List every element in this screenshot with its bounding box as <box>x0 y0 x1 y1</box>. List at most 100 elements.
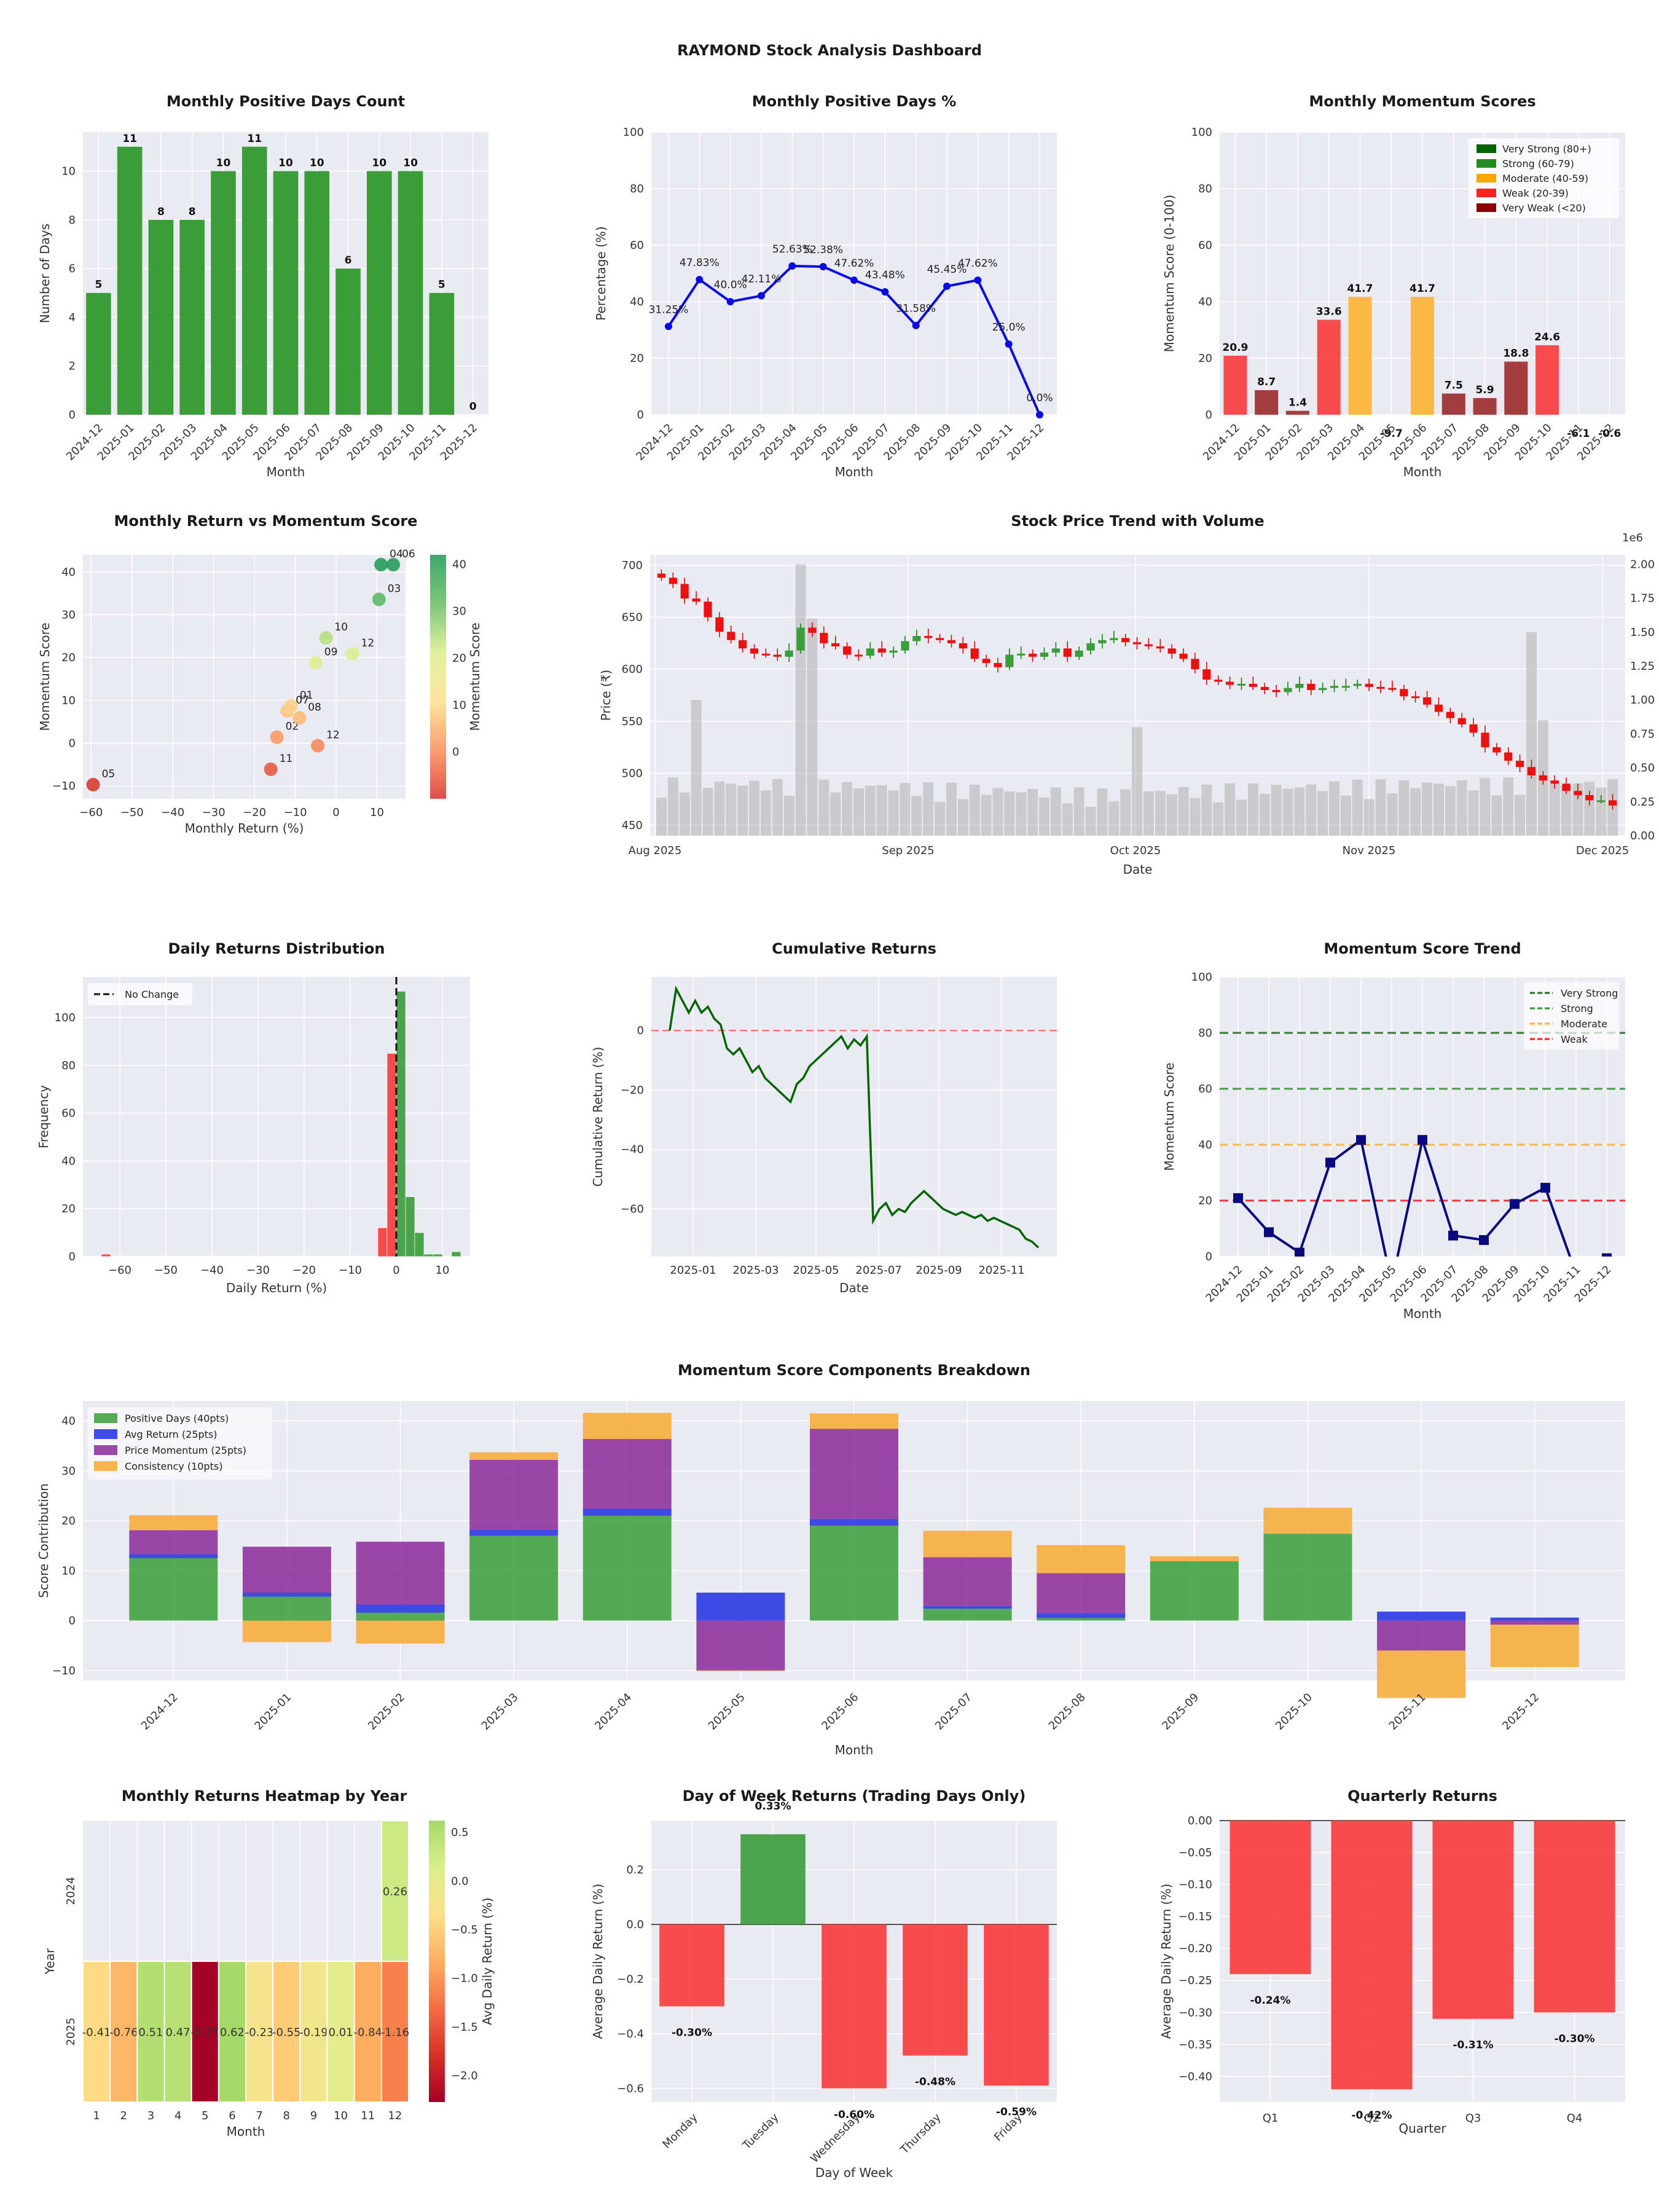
price-candle <box>1075 650 1083 657</box>
price-candle <box>1167 648 1176 654</box>
price-candle <box>1121 638 1130 643</box>
comp-bar-segment <box>469 1529 559 1536</box>
price-candle <box>935 638 944 640</box>
price-candle <box>1110 638 1118 640</box>
scatter-point <box>270 730 284 744</box>
price-volume-bar <box>865 785 876 836</box>
pos-count-bar <box>335 269 361 415</box>
heatmap-colorbar-tick: 0.0 <box>451 1875 469 1888</box>
comp-bar-segment <box>1037 1573 1126 1614</box>
mom-legend-swatch <box>1477 189 1496 197</box>
price-volume-tick: 0.50 <box>1630 762 1655 775</box>
hist-xtick: −60 <box>108 1264 131 1277</box>
price-ytick: 450 <box>622 819 643 832</box>
price-candle <box>912 636 921 641</box>
heatmap-cell <box>380 1961 409 2103</box>
pos-pct-ytick: 80 <box>630 182 644 195</box>
price-candle <box>1295 683 1304 688</box>
scatter-ytick: 40 <box>61 566 76 579</box>
scatter-point-label: 10 <box>334 621 348 633</box>
comp-bar-segment <box>129 1558 218 1621</box>
scatter-title: Monthly Return vs Momentum Score <box>114 512 418 530</box>
dashboard-title: RAYMOND Stock Analysis Dashboard <box>677 42 982 59</box>
price-volume-bar <box>737 785 748 836</box>
scatter-point <box>319 631 333 645</box>
price-candle <box>1469 724 1478 733</box>
price-volume-bar <box>795 564 806 836</box>
trend-ytick: 40 <box>1198 1139 1212 1151</box>
comp-ytick: 10 <box>61 1564 76 1577</box>
price-volume-bar <box>1572 783 1583 836</box>
price-volume-bar <box>1596 787 1607 836</box>
dow-ytick: −0.6 <box>617 2082 644 2095</box>
scatter-colorbar-label: Momentum Score <box>468 622 482 731</box>
pos-count-bar-label: 5 <box>438 279 445 291</box>
heatmap-xtick: 6 <box>229 2109 235 2122</box>
qtr-bar-label: -0.42% <box>1351 2109 1392 2122</box>
trend-title: Momentum Score Trend <box>1324 940 1521 957</box>
comp-bar-segment <box>242 1620 331 1642</box>
pos-pct-point <box>758 292 765 300</box>
heatmap-colorbar-label: Avg Daily Return (%) <box>480 1897 495 2025</box>
cum-xtick: 2025-07 <box>855 1264 901 1277</box>
price-volume-bar <box>1306 784 1317 836</box>
comp-bar-segment <box>810 1429 898 1519</box>
comp-ylabel: Score Contribution <box>36 1483 51 1598</box>
scatter-point-label: 08 <box>308 701 321 713</box>
mom-legend-swatch <box>1477 203 1496 212</box>
price-volume-bar <box>1329 781 1340 836</box>
price-candle <box>750 648 759 654</box>
price-candle <box>692 598 700 602</box>
price-volume-bar <box>1155 791 1166 836</box>
comp-bar-segment <box>356 1604 445 1613</box>
pos-pct-point-label: 40.0% <box>714 279 747 291</box>
pos-count-bar <box>304 171 330 415</box>
comp-bar-segment <box>810 1526 898 1621</box>
price-xtick: Oct 2025 <box>1110 844 1161 857</box>
price-ytick: 650 <box>622 611 643 624</box>
comp-legend-swatch <box>94 1445 117 1455</box>
price-candle <box>1562 783 1571 791</box>
mom-bar <box>1410 297 1435 415</box>
price-volume-bar <box>1503 777 1514 836</box>
comp-bar-segment <box>810 1413 898 1429</box>
price-candle <box>727 632 735 640</box>
mom-legend-label: Moderate (40-59) <box>1502 173 1588 184</box>
price-volume-tick: 1.75 <box>1630 592 1655 605</box>
price-volume-bar <box>1363 799 1375 836</box>
price-candle <box>1225 681 1234 685</box>
comp-bar-segment <box>469 1452 559 1460</box>
heatmap-cell <box>163 1961 192 2103</box>
price-candle <box>1481 732 1489 748</box>
heatmap-cell-label: 0.47 <box>166 2026 190 2039</box>
mom-ytick: 100 <box>1191 126 1212 139</box>
scatter-xtick: −40 <box>161 806 184 819</box>
pos-count-ylabel: Number of Days <box>37 224 52 323</box>
comp-bar-segment <box>923 1606 1012 1609</box>
price-volume-bar <box>1016 792 1027 836</box>
scatter-point <box>372 592 386 606</box>
price-candle <box>1434 704 1443 712</box>
price-candle <box>1284 688 1292 692</box>
mom-bar <box>1348 297 1372 415</box>
price-candle <box>1585 794 1594 801</box>
dow-ytick: −0.2 <box>617 1973 644 1986</box>
scatter-colorbar-tick: 10 <box>452 699 466 712</box>
price-candle <box>1156 646 1164 649</box>
price-candle <box>1365 683 1373 687</box>
qtr-xtick: Q3 <box>1465 2112 1481 2125</box>
heatmap-xtick: 3 <box>147 2109 154 2122</box>
price-volume-bar <box>772 779 783 836</box>
price-candle <box>1307 683 1316 691</box>
hist-ytick: 0 <box>69 1250 76 1263</box>
mom-bar <box>1255 390 1279 415</box>
scatter-point <box>386 558 401 572</box>
qtr-ytick: −0.15 <box>1179 1910 1212 1923</box>
comp-legend-label: Price Momentum (25pts) <box>125 1445 246 1456</box>
trend-legend: Very Strong Strong Moderate Weak <box>1524 982 1619 1049</box>
price-volume-tick: 1.50 <box>1630 626 1655 639</box>
price-volume-bar <box>1491 795 1502 836</box>
pos-count-bar <box>429 292 455 415</box>
scatter-point-label: 07 <box>296 694 309 707</box>
trend-ytick: 0 <box>1206 1250 1212 1263</box>
